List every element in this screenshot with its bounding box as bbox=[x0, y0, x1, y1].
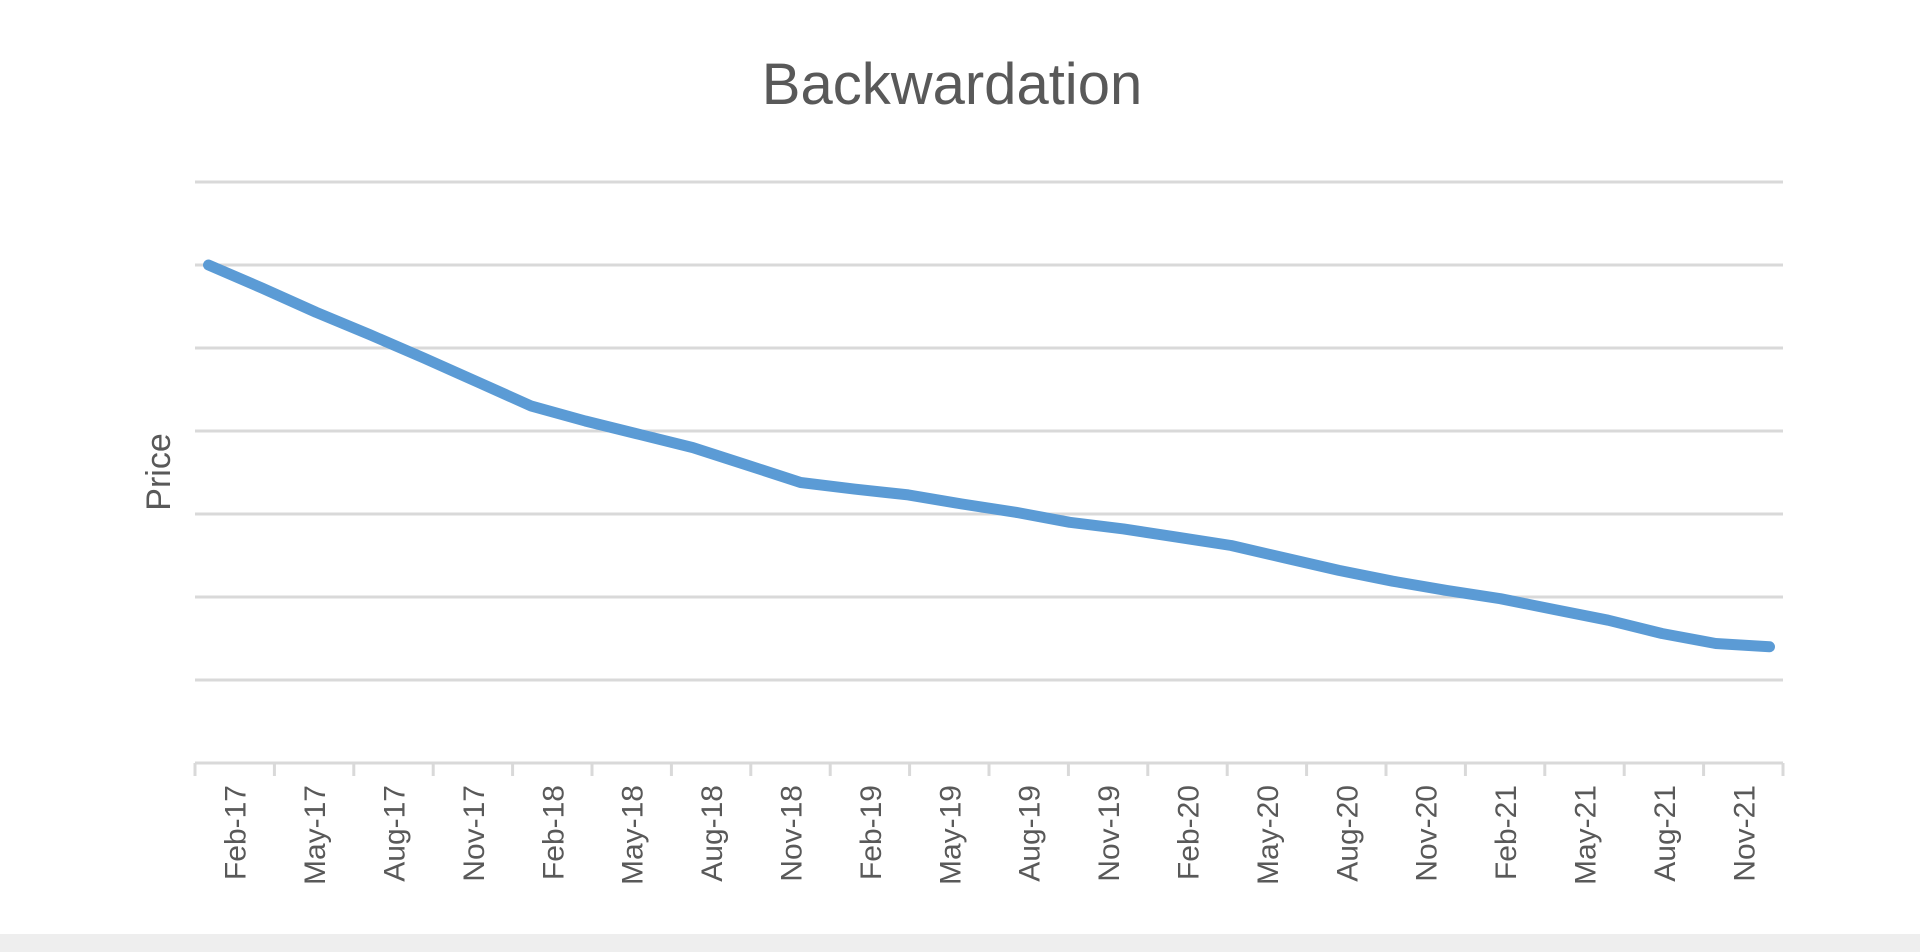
x-tick-label: Aug-17 bbox=[379, 785, 412, 882]
chart-title: Backwardation bbox=[762, 52, 1142, 117]
x-tick-label: Nov-20 bbox=[1411, 785, 1444, 882]
x-tick-label: Aug-18 bbox=[696, 785, 729, 882]
x-tick-label: Nov-21 bbox=[1728, 785, 1761, 882]
series-line bbox=[203, 259, 1775, 653]
x-tick-label: Feb-17 bbox=[220, 785, 253, 880]
x-axis: Feb-17 May-17 Aug-17 Nov-17 Feb-18 May-18 Aug-… bbox=[193, 761, 1785, 885]
bottom-edge-strip bbox=[0, 934, 1920, 952]
x-tick-label: May-20 bbox=[1252, 785, 1285, 885]
x-tick-label: May-17 bbox=[299, 785, 332, 885]
x-tick-label: Nov-19 bbox=[1093, 785, 1126, 882]
x-tick-label: Nov-18 bbox=[776, 785, 809, 882]
gridlines bbox=[195, 180, 1783, 682]
x-tick-label: May-18 bbox=[617, 785, 650, 885]
x-tick-label: Aug-20 bbox=[1331, 785, 1364, 882]
x-tick-label: Feb-20 bbox=[1173, 785, 1206, 880]
x-tick-label: Feb-19 bbox=[855, 785, 888, 880]
x-tick-label: May-21 bbox=[1570, 785, 1603, 885]
x-tick-label: Nov-17 bbox=[458, 785, 491, 882]
x-tick-label: May-19 bbox=[934, 785, 967, 885]
x-tick-label: Aug-19 bbox=[1014, 785, 1047, 882]
plot-area bbox=[203, 259, 1775, 653]
x-tick-label: Aug-21 bbox=[1649, 785, 1682, 882]
x-tick-label: Feb-18 bbox=[537, 785, 570, 880]
y-axis-title: Price bbox=[140, 433, 178, 510]
x-tick-label: Feb-21 bbox=[1490, 785, 1523, 880]
